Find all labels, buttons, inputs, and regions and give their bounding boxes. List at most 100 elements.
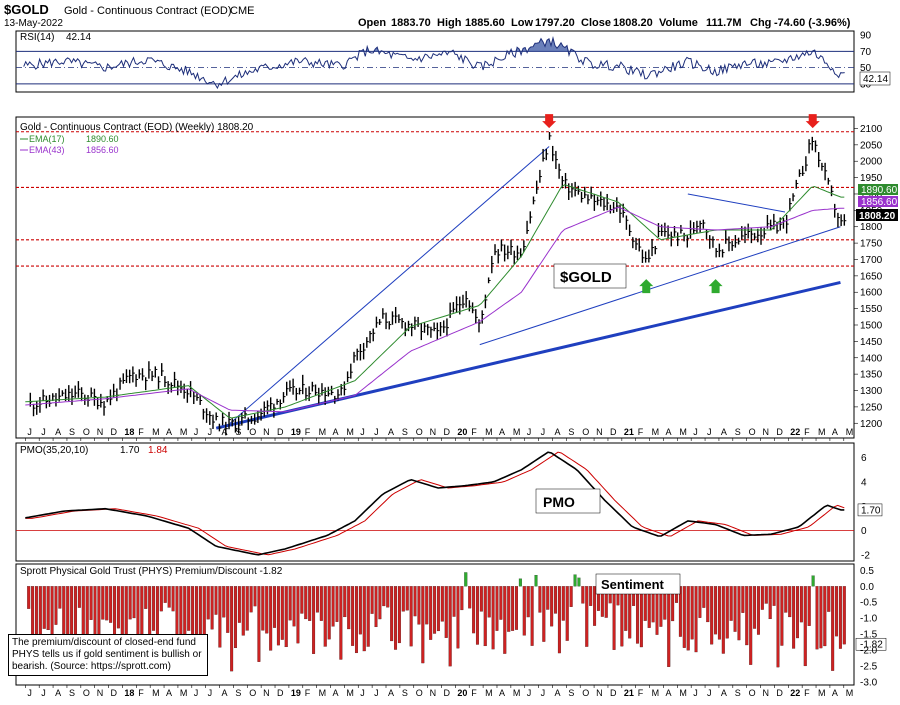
sentiment-bar-negative [620,586,624,647]
x-tick-label: D [277,688,284,698]
sentiment-tick-label: 0.0 [860,582,874,593]
sentiment-bar-negative [237,586,241,623]
x-tick-label: N [430,427,437,437]
ema17-tag-box [858,184,898,195]
sentiment-bar-negative [191,586,195,641]
sentiment-bar-negative [803,586,807,667]
close-value: 1808.20 [613,17,653,29]
price-tick-label: 1350 [860,370,883,381]
x-tick-label: S [735,688,741,698]
pmo-panel-frame [15,442,855,562]
sentiment-tick-label: -2.5 [860,661,878,672]
sentiment-bar-negative [159,586,163,612]
price-tick-label: 1800 [860,222,883,233]
price-tick-label: 1600 [860,288,883,299]
x-tick-label: J [208,688,213,698]
sentiment-bar-negative [366,586,370,647]
x-tick-label: M [485,688,493,698]
sentiment-bar-negative [315,586,319,613]
pmo-line [25,451,845,556]
sentiment-bar-negative [378,586,382,620]
sentiment-bar-negative [499,586,503,620]
sentiment-bars [27,572,846,674]
x-tick-label: M [846,688,854,698]
x-tick-label: A [55,688,61,698]
sentiment-bar-positive [464,572,468,587]
exchange-label: CME [230,5,254,17]
sentiment-bar-negative [756,586,760,635]
sentiment-bar-negative [354,586,358,654]
sentiment-axis: 0.5 0.0 -0.5 -1.0 -1.5-1.82-2.0 -2.5 -3.0 [855,566,887,688]
x-tick-label: D [277,427,284,437]
rsi-tick-label: 70 [860,47,872,58]
x-tick-label: J [194,688,199,698]
x-tick-label: N [430,688,437,698]
ema17-tag: 1890.60 [861,185,898,196]
sentiment-bar-negative [522,586,526,636]
x-tick-label: O [249,688,256,698]
watermark-callout: $GOLD [553,263,627,289]
sentiment-bar-negative [585,586,589,647]
ema17-value: 1890.60 [86,134,119,144]
x-tick-label: D [443,427,450,437]
x-tick-label: M [679,427,687,437]
sentiment-bar-negative [788,586,792,618]
pmo-tick-label: 1.70 [861,505,881,516]
sentiment-callout-box [595,573,681,595]
x-tick-label: 21 [624,427,634,437]
sentiment-bar-negative [300,586,304,614]
x-tick-label: A [499,427,505,437]
rsi-value-box [859,71,891,86]
x-tick-label: S [235,427,241,437]
sentiment-bar-negative [136,586,140,640]
x-tick-label: J [27,427,32,437]
sentiment-bar-negative [815,586,819,650]
sentiment-bar-negative [667,586,671,667]
sentiment-bar-negative [589,586,593,606]
sentiment-bar-negative [42,586,46,629]
sentiment-bar-negative [89,586,93,620]
chg-value: -74.60 (-3.96%) [774,17,851,29]
sentiment-bar-negative [284,586,288,648]
sentiment-bar-negative [487,586,491,618]
x-tick-label: A [499,688,505,698]
x-tick-label: O [749,688,756,698]
sentiment-bar-negative [425,586,429,625]
x-tick-label: D [776,427,783,437]
sentiment-bar-negative [635,586,639,644]
chart-header: $GOLD Gold - Continuous Contract (EOD) C… [4,2,851,29]
x-tick-label: J [707,427,712,437]
signal-arrows [542,114,820,294]
price-tick-label: 1500 [860,320,883,331]
sentiment-bar-negative [792,586,796,649]
sentiment-bar-negative [81,586,85,642]
sentiment-bar-negative [382,586,386,607]
sentiment-bar-negative [390,586,394,642]
x-tick-label: N [596,688,603,698]
ema43-tag-box [858,196,898,207]
sentiment-bar-negative [561,586,565,621]
sentiment-tick-label: -0.5 [860,598,878,609]
x-tick-label: J [707,688,712,698]
sentiment-bar-negative [265,586,269,634]
price-panel-frame [15,116,855,439]
ema17-line [25,184,845,419]
sentiment-bar-negative [409,586,413,647]
x-tick-label: 18 [124,427,134,437]
sentiment-bar-negative [132,586,136,619]
x-tick-label: N [596,427,603,437]
sentiment-bar-negative [288,586,292,621]
x-tick-label: M [652,688,660,698]
x-tick-label: J [27,688,32,698]
x-tick-label: S [69,427,75,437]
down-arrow-icon [542,114,557,129]
sentiment-bar-negative [245,586,249,631]
price-axis: 2100205020001950190018501800175017001650… [854,124,883,430]
x-tick-label: A [388,427,394,437]
up-arrow-icon [708,279,723,294]
steep-rising-trendline [229,146,550,424]
x-tick-label: N [763,688,770,698]
x-tick-label: O [249,427,256,437]
x-tick-label: F [138,427,144,437]
sentiment-value-box [855,637,887,651]
